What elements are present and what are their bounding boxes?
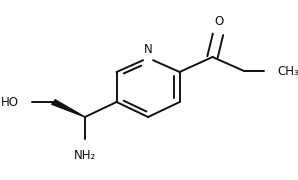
Text: O: O [215, 15, 224, 28]
Polygon shape [52, 100, 85, 117]
Text: NH₂: NH₂ [74, 149, 96, 162]
Text: N: N [144, 43, 153, 56]
Text: CH₃: CH₃ [277, 64, 298, 78]
Text: HO: HO [1, 96, 19, 109]
